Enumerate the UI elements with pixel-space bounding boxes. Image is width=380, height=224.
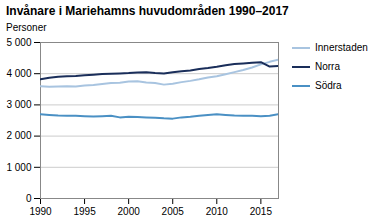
svg-text:1995: 1995 <box>73 206 96 217</box>
svg-text:2015: 2015 <box>250 206 273 217</box>
svg-text:1990: 1990 <box>29 206 52 217</box>
html-text:Norra: Norra <box>315 61 340 72</box>
svg-text:2010: 2010 <box>206 206 229 217</box>
svg-text:1 000: 1 000 <box>6 162 31 173</box>
svg-text:0: 0 <box>26 193 32 204</box>
svg-text:2005: 2005 <box>162 206 185 217</box>
html-text:Invånare i Mariehamns huvudomr: Invånare i Mariehamns huvudområden 1990–… <box>6 4 289 18</box>
html-text:Södra: Södra <box>315 80 342 91</box>
svg-text:2 000: 2 000 <box>6 130 31 141</box>
svg-text:2000: 2000 <box>118 206 141 217</box>
svg-text:5 000: 5 000 <box>6 37 31 48</box>
html-text:Personer: Personer <box>6 22 47 33</box>
svg-text:3 000: 3 000 <box>6 99 31 110</box>
html-text:Innerstaden: Innerstaden <box>315 42 368 53</box>
svg-text:4 000: 4 000 <box>6 68 31 79</box>
